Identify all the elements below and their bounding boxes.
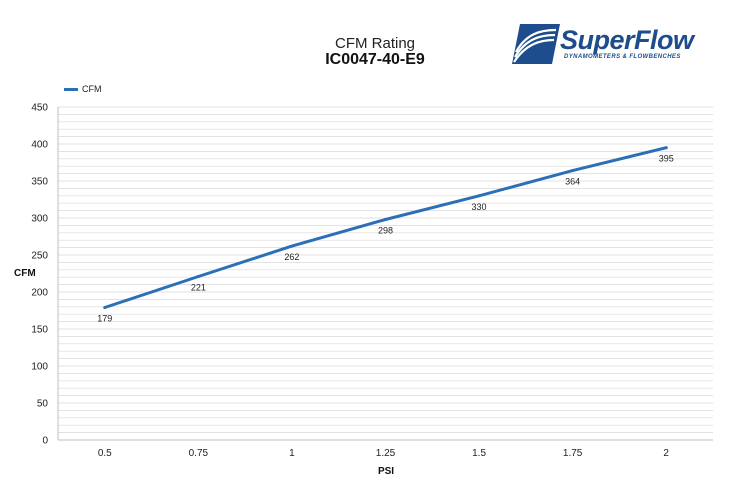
data-point <box>196 274 200 278</box>
data-label: 298 <box>378 225 393 235</box>
x-tick-label: 2 <box>663 448 669 459</box>
data-label: 330 <box>472 202 487 212</box>
swoosh-icon <box>512 24 560 64</box>
y-tick-label: 200 <box>31 288 48 299</box>
x-tick-label: 1.25 <box>376 448 396 459</box>
data-label: 221 <box>191 282 206 292</box>
legend: CFM <box>64 84 102 94</box>
data-point <box>290 244 294 248</box>
data-point <box>571 169 575 173</box>
series-cfm <box>103 146 668 310</box>
x-axis-title: PSI <box>378 466 394 477</box>
data-point <box>103 306 107 310</box>
y-tick-label: 100 <box>31 362 48 373</box>
y-tick-label: 300 <box>31 214 48 225</box>
y-tick-label: 450 <box>31 103 48 114</box>
data-label: 364 <box>565 177 580 187</box>
y-axis-title: CFM <box>14 268 36 279</box>
y-tick-label: 400 <box>31 140 48 151</box>
x-tick-label: 1.5 <box>472 448 486 459</box>
y-tick-label: 350 <box>31 177 48 188</box>
axes <box>57 107 713 441</box>
x-tick-labels: 0.5 0.75 1 1.25 1.5 1.75 2 <box>98 448 670 459</box>
data-labels: 179 221 262 298 330 364 395 <box>97 154 673 324</box>
y-tick-label: 250 <box>31 251 48 262</box>
grid-lines <box>58 106 713 441</box>
x-tick-label: 0.75 <box>189 448 209 459</box>
logo-tagline: DYNAMOMETERS & FLOWBENCHES <box>564 54 681 60</box>
data-label: 395 <box>659 154 674 164</box>
x-tick-label: 0.5 <box>98 448 112 459</box>
y-tick-labels: 0 50 100 150 200 250 300 350 400 450 <box>31 103 48 447</box>
legend-label: CFM <box>82 84 102 94</box>
data-label: 262 <box>284 252 299 262</box>
logo-wordmark: SuperFlow <box>560 25 694 55</box>
x-tick-label: 1.75 <box>563 448 583 459</box>
data-point <box>477 194 481 198</box>
data-point <box>664 146 668 150</box>
x-tick-label: 1 <box>289 448 295 459</box>
y-tick-label: 0 <box>42 436 48 447</box>
data-point <box>384 217 387 221</box>
chart-subtitle: IC0047-40-E9 <box>325 51 425 68</box>
data-label: 179 <box>97 314 112 324</box>
y-tick-label: 50 <box>37 399 49 410</box>
legend-swatch <box>64 87 78 91</box>
y-tick-label: 150 <box>31 325 48 336</box>
chart-title: CFM Rating <box>334 35 416 52</box>
superflow-logo: SuperFlow DYNAMOMETERS & FLOWBENCHES <box>512 22 712 66</box>
